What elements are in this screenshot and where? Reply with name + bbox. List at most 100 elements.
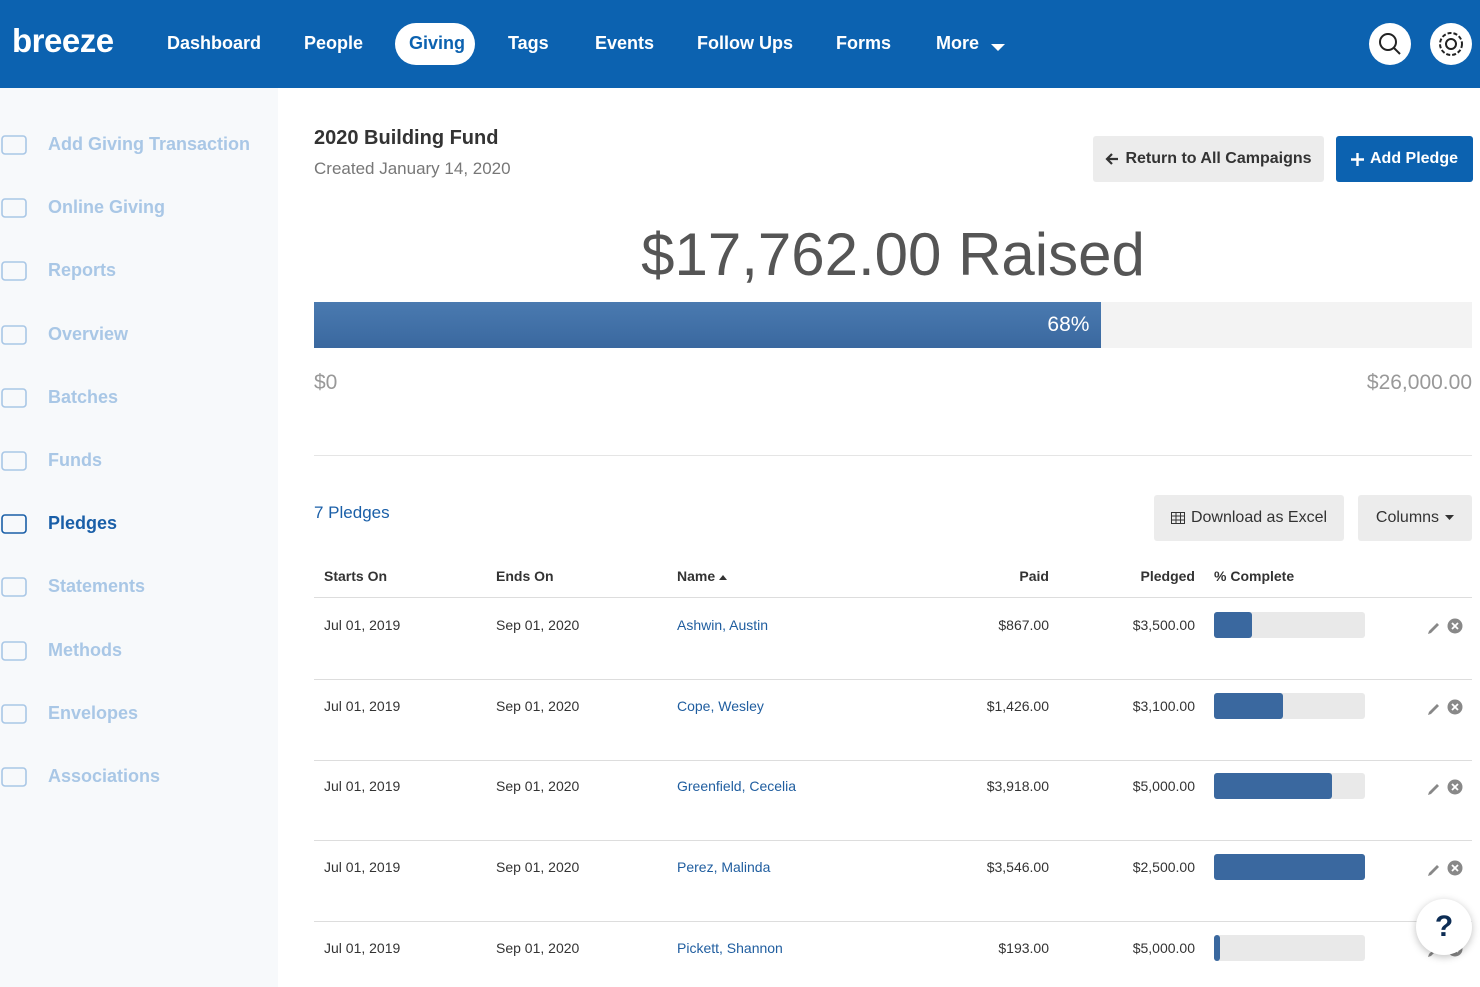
table-cell: $3,546.00	[986, 859, 1049, 876]
complete-fill	[1214, 692, 1284, 719]
sidebar-icon	[0, 573, 30, 606]
row-divider	[314, 759, 1472, 761]
sidebar-item[interactable]: Reports	[48, 260, 117, 281]
row-divider	[314, 679, 1472, 680]
plus-icon	[1350, 152, 1364, 166]
nav-item[interactable]: Events	[595, 33, 655, 53]
table-cell: $3,100.00	[1132, 697, 1195, 714]
column-header[interactable]: Paid	[1019, 568, 1049, 584]
settings-button	[1430, 23, 1472, 70]
nav-item[interactable]: People	[304, 33, 364, 53]
sidebar-item[interactable]: Online Giving	[48, 197, 166, 218]
complete-fill	[1214, 773, 1332, 800]
sidebar-icon	[0, 257, 30, 290]
campaign-title: 2020 Building Fund	[314, 127, 499, 149]
row-divider	[314, 921, 1472, 923]
nav-item[interactable]: More	[936, 33, 980, 53]
sidebar-item[interactable]: Pledges	[48, 513, 118, 534]
table-cell: $1,426.00	[986, 697, 1049, 714]
column-header[interactable]: Ends On	[496, 568, 554, 584]
row-actions	[1426, 698, 1464, 721]
more-caret	[990, 40, 1006, 58]
column-header[interactable]: Name	[677, 568, 927, 584]
row-divider	[314, 840, 1472, 842]
download-button[interactable]: Download as Excel	[1154, 495, 1344, 541]
table-cell: $3,918.00	[986, 778, 1049, 795]
table-cell: $5,000.00	[1132, 939, 1195, 956]
progress-fill	[314, 302, 1102, 348]
button-label: Return to All Campaigns	[1125, 150, 1312, 167]
campaign-created: Created January 14, 2020	[314, 159, 511, 178]
complete-track	[1214, 934, 1365, 961]
nav-item[interactable]: Tags	[508, 33, 549, 53]
table-cell: Sep 01, 2020	[496, 617, 580, 633]
sidebar	[0, 88, 278, 987]
raised-amount: $17,762.00 Raised	[641, 221, 1145, 288]
sidebar-item[interactable]: Statements	[48, 576, 146, 597]
row-actions	[1426, 859, 1464, 882]
progress-max: $26,000.00	[1366, 371, 1472, 394]
column-header[interactable]: Pledged	[1140, 568, 1195, 584]
sidebar-icon	[0, 321, 30, 354]
nav-item[interactable]: Follow Ups	[697, 33, 793, 53]
arrow-icon	[1105, 153, 1119, 165]
sidebar-icon	[0, 700, 30, 733]
table-cell: Jul 01, 2019	[324, 778, 401, 795]
column-header: % Complete	[1214, 568, 1295, 584]
sidebar-icon	[0, 510, 30, 543]
sidebar-item[interactable]: Batches	[48, 386, 119, 407]
top-nav	[0, 0, 1480, 88]
help-label: ?	[1434, 910, 1454, 943]
sidebar-item[interactable]: Methods	[48, 639, 122, 660]
button-label: Download as Excel	[1190, 509, 1328, 526]
table-cell: Jul 01, 2019	[324, 697, 401, 714]
row-actions	[1426, 617, 1464, 640]
search-button	[1369, 23, 1411, 70]
table-cell: $5,000.00	[1132, 778, 1195, 795]
complete-fill	[1214, 612, 1252, 638]
sidebar-item[interactable]: Add Giving Transaction	[48, 134, 251, 154]
nav-item[interactable]: Giving	[409, 33, 466, 53]
help-button[interactable]: ?	[1416, 899, 1472, 955]
table-cell[interactable]: Cope, Wesley	[677, 697, 764, 714]
sidebar-icon	[0, 637, 30, 670]
columns-button[interactable]: Columns	[1358, 495, 1472, 541]
nav-item[interactable]: Dashboard	[167, 33, 262, 53]
sidebar-item[interactable]: Associations	[48, 766, 161, 786]
sidebar-item[interactable]: Overview	[48, 323, 129, 344]
progress-label: 68%	[1047, 313, 1090, 336]
complete-fill	[1214, 854, 1365, 881]
sidebar-icon	[0, 131, 30, 164]
nav-active-pill	[395, 23, 475, 65]
table-cell: $867.00	[998, 617, 1049, 633]
column-header[interactable]: Starts On	[324, 568, 388, 584]
table-cell[interactable]: Perez, Malinda	[677, 859, 771, 876]
row-actions	[1426, 778, 1464, 801]
table-cell: $193.00	[998, 939, 1049, 956]
caret-icon	[1445, 515, 1455, 520]
table-cell: $3,500.00	[1132, 617, 1195, 633]
table-cell: Sep 01, 2020	[496, 939, 580, 956]
sidebar-item[interactable]: Envelopes	[48, 702, 139, 723]
table-cell: Sep 01, 2020	[496, 778, 580, 795]
table-cell[interactable]: Ashwin, Austin	[677, 617, 769, 633]
pledge-count[interactable]: 7 Pledges	[314, 503, 390, 522]
table-cell: Sep 01, 2020	[496, 859, 580, 876]
sidebar-icon	[0, 447, 30, 480]
add-pledge-button[interactable]: Add Pledge	[1336, 136, 1473, 182]
sidebar-icon	[0, 763, 30, 796]
table-cell: Jul 01, 2019	[324, 617, 401, 633]
logo[interactable]: breeze	[12, 22, 114, 59]
table-cell: $2,500.00	[1132, 859, 1195, 876]
nav-item[interactable]: Forms	[836, 33, 892, 53]
table-icon	[1170, 512, 1185, 524]
return-button[interactable]: Return to All Campaigns	[1093, 136, 1324, 182]
sidebar-item[interactable]: Funds	[48, 450, 102, 470]
table-cell: Jul 01, 2019	[324, 859, 401, 876]
progress-min: $0	[314, 371, 338, 394]
button-label: Add Pledge	[1369, 150, 1458, 167]
complete-fill	[1214, 934, 1221, 961]
table-cell[interactable]: Pickett, Shannon	[677, 939, 783, 956]
table-cell[interactable]: Greenfield, Cecelia	[677, 778, 797, 795]
